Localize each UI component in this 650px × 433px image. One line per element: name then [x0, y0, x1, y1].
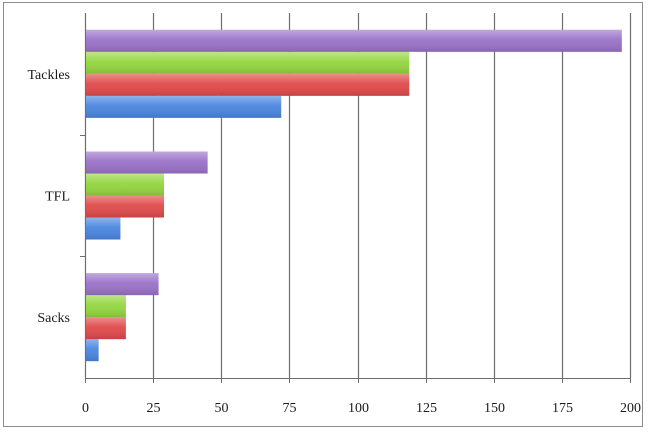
bars: [86, 29, 622, 362]
axes: [80, 13, 631, 383]
bar-shine: [86, 173, 165, 196]
x-tick-label: 50: [215, 401, 229, 416]
bar-shine: [86, 217, 121, 240]
x-tick-label: 75: [283, 401, 297, 416]
bar-shine: [86, 151, 208, 174]
category-label: Tackles: [27, 68, 70, 83]
category-label: TFL: [45, 190, 70, 205]
bar-shine: [86, 273, 159, 296]
bar-shine: [86, 29, 622, 52]
bar-shine: [86, 295, 126, 318]
bar-shine: [86, 73, 410, 96]
x-tick-label: 0: [82, 401, 89, 416]
x-tick-label: 200: [620, 401, 641, 416]
bar-shine: [86, 317, 126, 340]
x-tick-label: 150: [484, 401, 505, 416]
bar-shine: [86, 195, 165, 218]
labels: 0 25 50 75 100 125 150 175 200 Tackles TFL Sacks: [27, 68, 641, 416]
bar-shine: [86, 51, 410, 74]
bar-shine: [86, 95, 282, 118]
bar-shine: [86, 339, 99, 362]
category-label: Sacks: [37, 311, 70, 326]
x-tick-label: 125: [416, 401, 437, 416]
x-tick-label: 100: [348, 401, 369, 416]
x-tick-label: 25: [147, 401, 161, 416]
x-tick-label: 175: [552, 401, 573, 416]
